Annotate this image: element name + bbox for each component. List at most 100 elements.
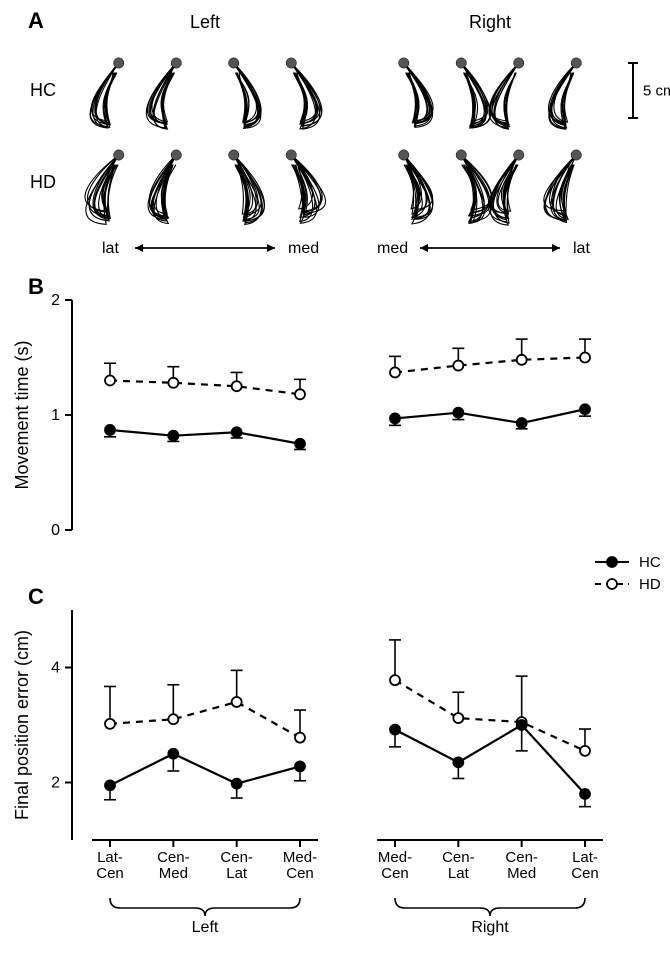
data-marker [517, 355, 527, 365]
series-line [110, 381, 300, 395]
data-marker [105, 719, 115, 729]
data-marker [580, 746, 590, 756]
data-marker [105, 780, 115, 790]
trajectory-cell [286, 58, 322, 129]
series-line [395, 409, 585, 423]
y-axis-label: Movement time (s) [12, 340, 32, 489]
data-marker [453, 757, 463, 767]
data-marker [390, 413, 400, 423]
data-marker [168, 431, 178, 441]
trajectory-cell [90, 58, 124, 128]
origin-marker [171, 150, 181, 160]
med-label: med [288, 240, 319, 257]
data-marker [295, 761, 305, 771]
data-marker [580, 789, 590, 799]
ytick-label: 0 [51, 522, 60, 539]
trajectory-cell [456, 150, 492, 223]
origin-marker [514, 150, 524, 160]
origin-marker [114, 58, 124, 68]
group-brace [110, 898, 300, 916]
origin-marker [456, 150, 466, 160]
xtick-label: Cen- [157, 849, 190, 866]
panel-a-right-title: Right [469, 12, 511, 32]
series-line [395, 725, 585, 794]
data-marker [232, 427, 242, 437]
group-brace [395, 898, 585, 916]
data-marker [105, 425, 115, 435]
xtick-label: Med- [378, 849, 412, 866]
panel-letter: C [28, 584, 44, 609]
xtick-label: Lat- [97, 849, 123, 866]
xtick-label: Cen [286, 865, 314, 882]
xtick-label: Med- [283, 849, 317, 866]
trajectory-cell [399, 58, 434, 128]
data-marker [295, 389, 305, 399]
origin-marker [114, 150, 124, 160]
ytick-label: 2 [51, 775, 60, 792]
legend-label: HC [639, 554, 661, 571]
xtick-label: Cen [96, 865, 124, 882]
panel-a-row-label: HD [30, 172, 56, 192]
panel-a-letter: A [28, 8, 44, 33]
scale-bar-label: 5 cm [643, 83, 670, 100]
panel-letter: B [28, 274, 44, 299]
xtick-label: Cen- [505, 849, 538, 866]
origin-marker [286, 58, 296, 68]
series-line [395, 680, 585, 751]
series-line [110, 702, 300, 738]
origin-marker [399, 58, 409, 68]
trajectory-cell [229, 58, 262, 129]
ytick-label: 1 [51, 407, 60, 424]
panel-a-row-label: HC [30, 80, 56, 100]
data-marker [295, 439, 305, 449]
data-marker [168, 714, 178, 724]
figure-svg: ALeftRightHCHD5 cmlatmedmedlatB012Moveme… [0, 0, 670, 978]
data-marker [453, 361, 463, 371]
data-marker [168, 749, 178, 759]
trajectory-cell [148, 150, 181, 224]
trajectory-cell [456, 58, 491, 128]
trajectory-cell [489, 150, 524, 225]
xtick-label: Cen- [442, 849, 475, 866]
origin-marker [571, 150, 581, 160]
data-marker [105, 376, 115, 386]
trajectory-cell [489, 58, 524, 129]
xtick-label: Med [159, 865, 188, 882]
data-marker [517, 418, 527, 428]
series-line [395, 358, 585, 373]
group-label: Right [471, 919, 509, 936]
xtick-label: Cen [381, 865, 409, 882]
data-marker [168, 378, 178, 388]
trajectory-cell [544, 150, 582, 223]
data-marker [580, 404, 590, 414]
data-marker [232, 381, 242, 391]
xtick-label: Lat- [572, 849, 598, 866]
panel-a-left-title: Left [190, 12, 220, 32]
group-label: Left [192, 919, 219, 936]
ytick-label: 4 [51, 660, 60, 677]
lat-label: lat [102, 240, 119, 257]
trajectory-cell [229, 150, 265, 225]
trajectory-cell [146, 58, 181, 129]
origin-marker [514, 58, 524, 68]
origin-marker [229, 150, 239, 160]
series-line [110, 754, 300, 786]
data-marker [232, 697, 242, 707]
xtick-label: Lat [448, 865, 470, 882]
med-label: med [377, 240, 408, 257]
figure-root: ALeftRightHCHD5 cmlatmedmedlatB012Moveme… [0, 0, 670, 978]
legend-marker [607, 579, 617, 589]
origin-marker [286, 150, 296, 160]
origin-marker [571, 58, 581, 68]
series-line [110, 430, 300, 444]
origin-marker [171, 58, 181, 68]
trajectory-cell [286, 150, 325, 223]
origin-marker [229, 58, 239, 68]
xtick-label: Med [507, 865, 536, 882]
data-marker [453, 408, 463, 418]
xtick-label: Cen [571, 865, 599, 882]
xtick-label: Cen- [220, 849, 253, 866]
y-axis-label: Final position error (cm) [12, 630, 32, 820]
data-marker [390, 367, 400, 377]
legend-label: HD [639, 576, 661, 593]
